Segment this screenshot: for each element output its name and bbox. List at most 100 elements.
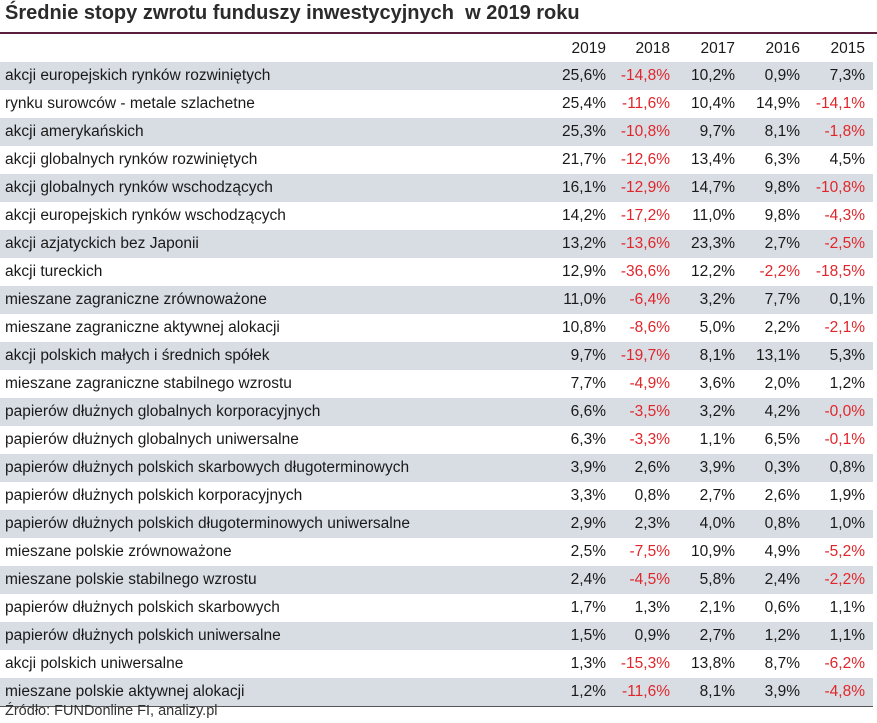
fund-category-name: papierów dłużnych polskich uniwersalne [5, 627, 281, 644]
return-value-2018: 2,3% [634, 515, 670, 532]
return-value-2015: -14,1% [815, 95, 865, 112]
return-value-2016: 6,3% [764, 151, 800, 168]
return-value-2017: 3,9% [699, 459, 735, 476]
return-value-2017: 14,7% [691, 179, 735, 196]
table-row: papierów dłużnych polskich skarbowych dł… [0, 454, 873, 482]
return-value-2015: 1,0% [829, 515, 865, 532]
table-row: akcji globalnych rynków wschodzących 16,1… [0, 174, 873, 202]
return-value-2018: -11,6% [614, 678, 678, 707]
return-value-2016: -2,2% [759, 263, 801, 280]
table-body: akcji europejskich rynków rozwiniętych 25… [0, 62, 873, 707]
return-value-2019: 7,7% [570, 375, 606, 392]
return-value-2018: 0,9% [634, 627, 670, 644]
fund-category-name: akcji globalnych rynków rozwiniętych [5, 151, 258, 168]
return-value-2019: 9,7% [570, 347, 606, 364]
return-value-2015: 1,1% [829, 627, 865, 644]
return-value-2019: 25,4% [562, 95, 606, 112]
return-value-2018: -8,6% [629, 319, 671, 336]
table-row: akcji europejskich rynków rozwiniętych 25… [0, 62, 873, 90]
return-value-2016: 9,8% [764, 207, 800, 224]
return-value-2015: -2,1% [824, 319, 866, 336]
table-row: papierów dłużnych polskich długoterminow… [0, 510, 873, 538]
return-value-2015: 7,3% [829, 67, 865, 84]
header-year: 2017 [700, 40, 735, 57]
return-value-2017: 4,0% [699, 515, 735, 532]
return-value-2017: 2,7% [699, 627, 735, 644]
return-value-2015: -2,5% [824, 235, 866, 252]
return-value-2016: 2,0% [764, 375, 800, 392]
table-row: akcji europejskich rynków wschodzących 14… [0, 202, 873, 230]
return-value-2017: 11,0% [692, 207, 735, 224]
return-value-2017: 3,2% [699, 403, 735, 420]
return-value-2015: 0,8% [829, 459, 865, 476]
table-header-row: 2019 2018 2017 2016 2015 [0, 35, 873, 62]
header-year: 2019 [571, 40, 606, 57]
table-row: mieszane polskie zrównoważone 2,5% -7,5% 10… [0, 538, 873, 566]
return-value-2018: 2,6% [634, 459, 670, 476]
return-value-2017: 10,2% [691, 67, 735, 84]
return-value-2017: 5,8% [699, 571, 735, 588]
return-value-2019: 14,2% [562, 207, 606, 224]
return-value-2017: 13,8% [691, 655, 735, 672]
return-value-2018: -4,9% [629, 375, 671, 392]
return-value-2018: -4,5% [629, 571, 671, 588]
return-value-2018: -13,6% [620, 235, 670, 252]
return-value-2016: 0,6% [764, 599, 800, 616]
return-value-2016: 0,3% [764, 459, 800, 476]
fund-category-name: mieszane polskie stabilnego wzrostu [5, 571, 257, 588]
return-value-2015: -18,5% [815, 263, 865, 280]
return-value-2018: -3,3% [629, 431, 671, 448]
return-value-2018: -36,6% [620, 263, 670, 280]
return-value-2018: -10,8% [620, 123, 670, 140]
table-row: mieszane polskie stabilnego wzrostu 2,4% -… [0, 566, 873, 594]
return-value-2016: 13,1% [756, 347, 800, 364]
fund-category-name: akcji polskich uniwersalne [5, 655, 184, 672]
return-value-2019: 3,3% [570, 487, 606, 504]
return-value-2019: 1,7% [570, 599, 606, 616]
return-value-2019: 13,2% [562, 235, 606, 252]
table-row: papierów dłużnych globalnych uniwersalne… [0, 426, 873, 454]
table-row: akcji polskich małych i średnich spółek 9… [0, 342, 873, 370]
return-value-2019: 25,6% [562, 67, 606, 84]
return-value-2019: 6,3% [570, 431, 606, 448]
return-value-2018: -12,6% [620, 151, 670, 168]
return-value-2017: 8,1% [699, 347, 735, 364]
return-value-2016: 1,2% [764, 627, 800, 644]
return-value-2017: 9,7% [699, 123, 735, 140]
fund-category-name: mieszane polskie zrównoważone [5, 543, 232, 560]
return-value-2015: -0,0% [824, 403, 866, 420]
header-year: 2016 [765, 40, 800, 57]
return-value-2016: 4,9% [764, 543, 800, 560]
return-value-2015: -2,2% [824, 571, 866, 588]
source-note: Źródło: FUNDonline FI, analizy.pl [5, 703, 218, 719]
header-year: 2015 [830, 40, 865, 57]
return-value-2015: 4,5% [829, 151, 865, 168]
return-value-2016: 6,5% [764, 431, 800, 448]
return-value-2015: -10,8% [815, 179, 865, 196]
return-value-2019: 25,3% [562, 123, 606, 140]
fund-category-name: mieszane zagraniczne stabilnego wzrostu [5, 375, 292, 392]
return-value-2016: 2,4% [764, 571, 800, 588]
return-value-2019: 3,9% [570, 459, 606, 476]
return-value-2017: 8,1% [678, 678, 743, 707]
return-value-2017: 2,7% [699, 487, 735, 504]
return-value-2016: 7,7% [764, 291, 800, 308]
return-value-2016: 2,2% [764, 319, 800, 336]
fund-category-name: mieszane polskie aktywnej alokacji [0, 678, 549, 707]
return-value-2019: 1,2% [549, 678, 614, 707]
return-value-2018: -7,5% [629, 543, 671, 560]
table-row: papierów dłużnych polskich skarbowych 1,7… [0, 594, 873, 622]
fund-category-name: mieszane zagraniczne zrównoważone [5, 291, 267, 308]
return-value-2015: 0,1% [829, 291, 865, 308]
return-value-2015: 5,3% [829, 347, 865, 364]
return-value-2018: -15,3% [620, 655, 670, 672]
fund-category-name: akcji globalnych rynków wschodzących [5, 179, 273, 196]
return-value-2015: -4,8% [808, 678, 873, 707]
table-row: akcji polskich uniwersalne 1,3% -15,3% 13,8… [0, 650, 873, 678]
return-value-2017: 2,1% [699, 599, 735, 616]
return-value-2018: -6,4% [629, 291, 671, 308]
return-value-2017: 12,2% [691, 263, 735, 280]
fund-category-name: papierów dłużnych polskich długoterminow… [5, 515, 410, 532]
return-value-2018: -17,2% [620, 207, 670, 224]
fund-category-name: akcji tureckich [5, 263, 103, 280]
